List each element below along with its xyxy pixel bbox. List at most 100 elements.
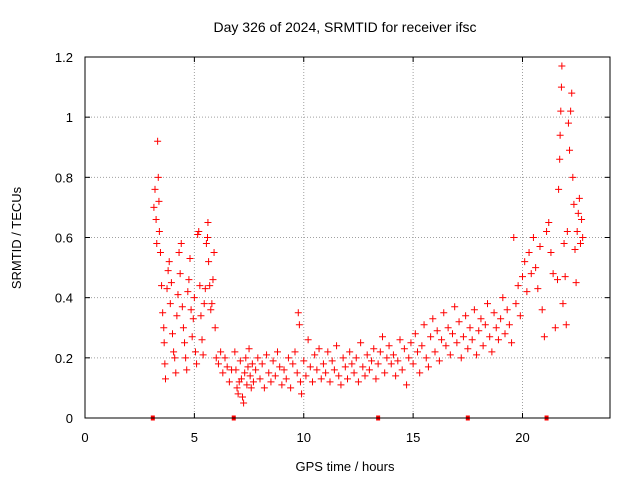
data-point (247, 384, 255, 392)
data-point (473, 351, 481, 359)
data-point (532, 264, 540, 272)
data-point (284, 354, 292, 362)
data-point (154, 137, 162, 145)
data-point (420, 321, 428, 329)
data-point (540, 333, 548, 341)
x-tick-label: 5 (191, 430, 198, 445)
data-point (188, 333, 196, 341)
data-point (398, 366, 406, 374)
data-point (475, 327, 483, 335)
data-point (567, 107, 575, 115)
data-point (361, 372, 369, 380)
data-point (271, 372, 279, 380)
data-point (205, 258, 213, 266)
data-point (409, 360, 417, 368)
data-point (497, 315, 505, 323)
data-point (554, 276, 561, 284)
data-point (207, 306, 215, 314)
data-point (422, 354, 430, 362)
data-point (246, 372, 254, 380)
data-point (536, 243, 544, 251)
plot-frame (84, 56, 611, 419)
data-point (289, 360, 297, 368)
data-point (359, 363, 367, 371)
data-point (558, 62, 566, 70)
data-point (344, 375, 351, 383)
data-point (405, 354, 413, 362)
x-tick-label: 20 (515, 430, 529, 445)
data-point (562, 321, 570, 329)
data-point (566, 146, 574, 154)
data-point (195, 227, 203, 235)
data-point (165, 258, 173, 266)
data-point (357, 339, 365, 347)
data-point (523, 288, 531, 296)
data-point (201, 285, 209, 293)
data-point (555, 185, 563, 193)
data-point (154, 173, 162, 181)
data-point (488, 348, 496, 356)
data-point (451, 303, 459, 311)
data-point (352, 354, 360, 362)
data-point (184, 288, 192, 296)
data-point (341, 363, 349, 371)
data-point (172, 369, 180, 377)
data-point (248, 360, 256, 368)
data-point (326, 378, 334, 386)
data-point (239, 393, 246, 401)
data-point (179, 324, 187, 332)
data-point (296, 378, 304, 386)
data-point (568, 89, 576, 97)
data-point (560, 240, 568, 248)
data-point (294, 309, 302, 317)
data-point (547, 249, 555, 257)
y-tick-label: 0 (66, 411, 73, 426)
data-point (298, 390, 306, 398)
data-point (449, 330, 456, 338)
data-point (484, 300, 491, 308)
data-point (223, 363, 231, 371)
data-point (242, 354, 250, 362)
data-point (527, 270, 535, 278)
data-point (337, 381, 345, 389)
data-point (219, 369, 227, 377)
data-point (394, 357, 402, 365)
data-point (501, 330, 509, 338)
data-point (368, 357, 376, 365)
data-point (503, 306, 511, 314)
data-point (274, 348, 281, 356)
data-point (166, 300, 174, 308)
data-point (339, 354, 347, 362)
data-point (153, 240, 161, 248)
x-tick-label: 0 (81, 430, 88, 445)
chart-title: Day 326 of 2024, SRMTID for receiver ifs… (214, 19, 477, 35)
data-point (512, 300, 520, 308)
data-point (559, 300, 567, 308)
data-point (291, 348, 299, 356)
data-point (155, 227, 163, 235)
data-point (534, 285, 542, 293)
axis-ticks: 0 5 10 15 20 0 0.2 0.4 0.6 0.8 1 1.2 (55, 50, 610, 445)
data-point (416, 369, 424, 377)
data-point (350, 369, 358, 377)
data-point (164, 267, 172, 275)
data-point (197, 312, 205, 320)
data-point (304, 336, 312, 344)
data-point (315, 345, 323, 353)
data-point (280, 366, 288, 374)
data-point (579, 234, 587, 241)
data-point (551, 324, 559, 332)
data-point (433, 327, 441, 335)
data-point (209, 276, 217, 284)
data-point (514, 282, 522, 290)
data-point (309, 378, 316, 386)
data-point (237, 375, 245, 383)
data-point (276, 363, 284, 371)
data-point (287, 384, 295, 392)
data-point (269, 357, 277, 365)
data-point (455, 318, 463, 326)
data-point (400, 345, 408, 353)
data-point (486, 333, 494, 341)
data-point (151, 185, 159, 193)
data-point (490, 309, 498, 317)
